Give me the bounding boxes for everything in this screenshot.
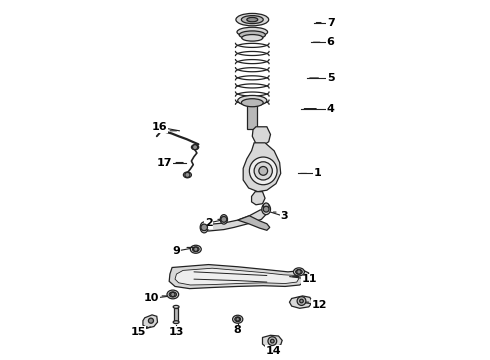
Circle shape — [297, 297, 306, 305]
Text: 10: 10 — [144, 293, 159, 303]
Polygon shape — [243, 143, 281, 192]
Bar — [174, 307, 178, 322]
Polygon shape — [169, 265, 309, 289]
Ellipse shape — [294, 268, 304, 276]
Text: 15: 15 — [130, 327, 146, 337]
Text: 6: 6 — [327, 37, 335, 47]
Ellipse shape — [236, 13, 269, 26]
Circle shape — [193, 145, 197, 150]
Ellipse shape — [220, 215, 227, 224]
Text: 13: 13 — [169, 327, 184, 337]
Text: 16: 16 — [151, 122, 167, 132]
Ellipse shape — [169, 292, 176, 297]
Circle shape — [194, 247, 198, 251]
Text: 8: 8 — [234, 325, 242, 335]
Circle shape — [268, 337, 277, 346]
Circle shape — [300, 299, 303, 303]
Text: 7: 7 — [327, 18, 335, 27]
Ellipse shape — [263, 203, 269, 210]
Ellipse shape — [295, 270, 302, 274]
Text: 3: 3 — [281, 211, 288, 221]
Circle shape — [297, 270, 301, 274]
Polygon shape — [251, 192, 265, 205]
Polygon shape — [290, 296, 313, 308]
Ellipse shape — [167, 290, 179, 299]
Circle shape — [221, 216, 227, 222]
Ellipse shape — [190, 245, 201, 253]
Ellipse shape — [238, 95, 267, 105]
Ellipse shape — [262, 204, 270, 215]
Text: 14: 14 — [266, 346, 281, 356]
Ellipse shape — [173, 321, 179, 324]
Circle shape — [148, 318, 153, 323]
Ellipse shape — [237, 27, 268, 37]
Polygon shape — [175, 268, 299, 285]
Ellipse shape — [183, 172, 192, 178]
Circle shape — [270, 339, 274, 343]
Text: 17: 17 — [157, 158, 172, 167]
Ellipse shape — [247, 17, 258, 22]
Circle shape — [201, 224, 207, 231]
Text: 11: 11 — [302, 274, 317, 284]
Ellipse shape — [239, 31, 266, 39]
Ellipse shape — [242, 15, 263, 24]
Ellipse shape — [242, 35, 263, 41]
Ellipse shape — [235, 317, 241, 321]
Circle shape — [236, 318, 240, 321]
Text: 12: 12 — [312, 300, 327, 310]
Text: 1: 1 — [313, 168, 321, 179]
Circle shape — [259, 167, 268, 175]
Ellipse shape — [200, 222, 208, 233]
Circle shape — [185, 172, 190, 177]
Text: 2: 2 — [205, 218, 213, 228]
Polygon shape — [247, 103, 257, 129]
Ellipse shape — [233, 315, 243, 323]
Ellipse shape — [193, 247, 199, 252]
Text: 9: 9 — [172, 246, 180, 256]
Circle shape — [249, 157, 277, 185]
Polygon shape — [263, 335, 282, 348]
Circle shape — [171, 292, 175, 297]
Ellipse shape — [173, 305, 179, 308]
Text: 4: 4 — [327, 104, 335, 113]
Polygon shape — [143, 315, 157, 328]
Text: 5: 5 — [327, 73, 335, 83]
Ellipse shape — [192, 145, 199, 150]
Circle shape — [254, 162, 272, 180]
Polygon shape — [201, 210, 267, 231]
Polygon shape — [252, 127, 270, 145]
Circle shape — [263, 206, 269, 212]
Ellipse shape — [242, 99, 263, 107]
Polygon shape — [238, 216, 270, 230]
